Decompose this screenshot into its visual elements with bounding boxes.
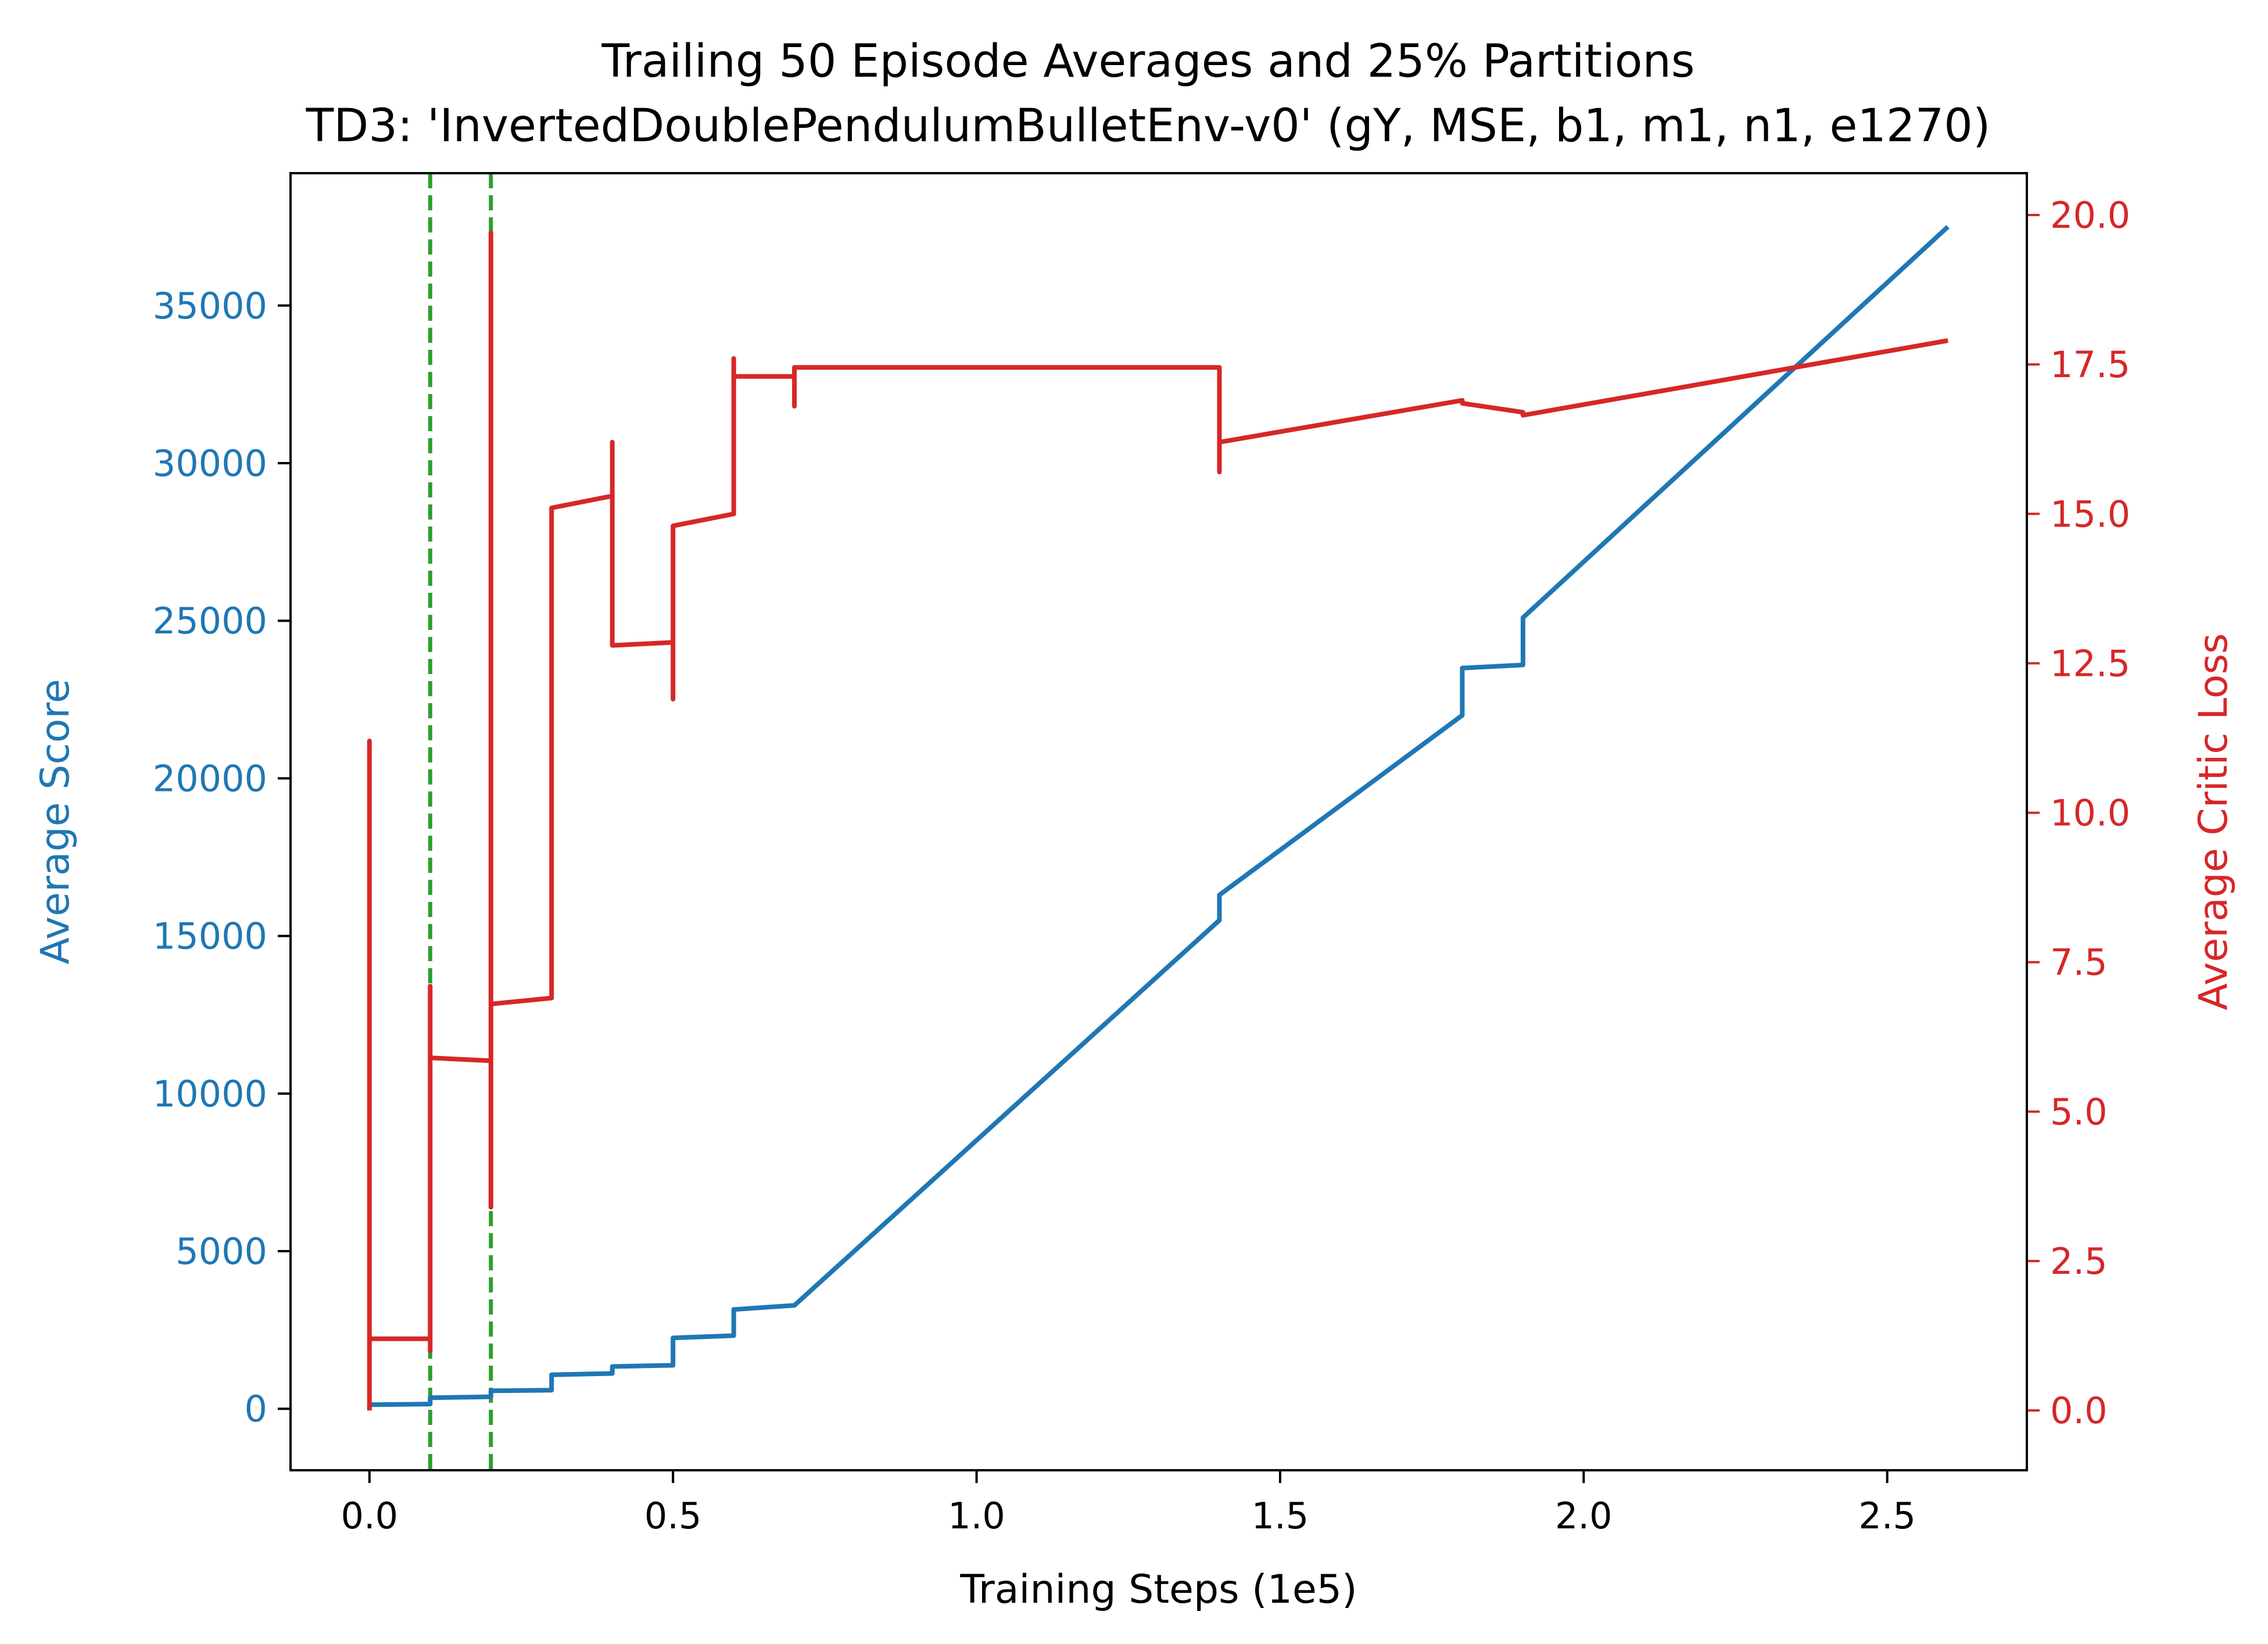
plot-frame: [289, 172, 2028, 1471]
x-tick-label: 2.0: [1555, 1495, 1613, 1537]
left-y-tick-label: 35000: [153, 285, 267, 327]
left-y-tick-label: 30000: [153, 442, 267, 485]
x-tick-label: 1.5: [1252, 1495, 1309, 1537]
left-y-tick-label: 25000: [153, 600, 267, 642]
right-y-axis-label: Average Critic Loss: [2191, 633, 2237, 1011]
right-y-tick-label: 17.5: [2050, 343, 2130, 386]
left-y-tick-label: 10000: [153, 1073, 267, 1115]
right-y-axis-ticks: 0.0 2.5 5.0 7.5 10.0 12.5 15.0 17.5 20.0: [2027, 194, 2130, 1432]
x-axis-ticks: 0.0 0.5 1.0 1.5 2.0 2.5: [341, 1470, 1916, 1537]
x-axis-label: Training Steps (1e5): [959, 1567, 1357, 1613]
right-y-tick-label: 7.5: [2050, 941, 2108, 984]
right-y-tick-label: 20.0: [2050, 194, 2130, 237]
score-series-line: [367, 225, 1950, 1409]
right-y-tick-label: 5.0: [2050, 1091, 2108, 1133]
x-tick-label: 0.5: [644, 1495, 702, 1537]
right-y-tick-label: 0.0: [2050, 1389, 2108, 1432]
left-y-tick-label: 0: [245, 1388, 267, 1430]
chart-title: Trailing 50 Episode Averages and 25% Par…: [601, 35, 1694, 88]
chart-subtitle: TD3: 'InvertedDoublePendulumBulletEnv-v0…: [306, 100, 1991, 152]
left-y-axis-label: Average Score: [33, 679, 78, 964]
left-y-tick-label: 20000: [153, 757, 267, 800]
right-y-tick-label: 12.5: [2050, 642, 2130, 685]
left-y-tick-label: 5000: [175, 1230, 267, 1273]
critic-loss-series-line: [367, 230, 1948, 1411]
right-y-tick-label: 15.0: [2050, 493, 2130, 535]
left-y-axis-ticks: 0 5000 10000 15000 20000 25000 30000 35000: [153, 285, 291, 1430]
x-tick-label: 0.0: [341, 1495, 399, 1537]
right-y-tick-label: 10.0: [2050, 792, 2130, 834]
x-tick-label: 2.5: [1858, 1495, 1916, 1537]
plot-area: [367, 173, 1950, 1470]
x-tick-label: 1.0: [948, 1495, 1005, 1537]
right-y-tick-label: 2.5: [2050, 1240, 2108, 1283]
left-y-tick-label: 15000: [153, 915, 267, 958]
